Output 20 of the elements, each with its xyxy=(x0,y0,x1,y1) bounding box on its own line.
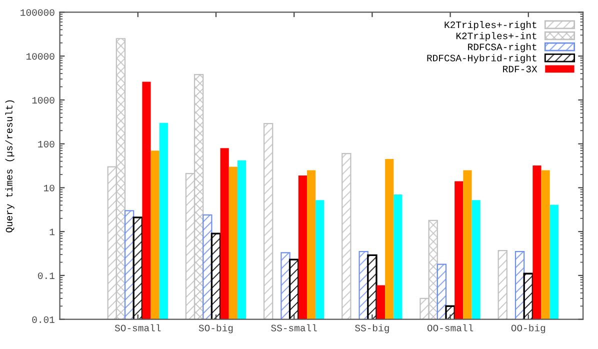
y-tick-label: 10 xyxy=(44,184,54,192)
y-tick-label: 1 xyxy=(50,228,54,236)
x-tick-label: SS-small xyxy=(271,324,317,332)
y-tick-label: 10000 xyxy=(26,53,54,60)
x-tick-label: OO-big xyxy=(511,324,546,334)
legend-label: RDFCSA-right xyxy=(468,43,536,52)
x-tick-label: SO-big xyxy=(198,324,233,334)
legend-label: RDF-3X xyxy=(503,66,538,72)
x-tick-label: SS-big xyxy=(355,324,389,334)
legend-label: K2Triples+-int xyxy=(456,32,536,42)
y-axis-title: Query times (µs/result) xyxy=(5,100,14,232)
legend-label: RDFCSA-Hybrid-right xyxy=(427,54,536,64)
legend-label: K2Triples+-right xyxy=(444,21,536,30)
x-tick-label: OO-small xyxy=(427,324,474,332)
y-tick-label: 0.01 xyxy=(32,316,54,323)
y-tick-label: 100000 xyxy=(20,9,54,16)
x-tick-label: SO-small xyxy=(114,324,161,332)
y-tick-label: 100 xyxy=(38,140,54,148)
y-tick-label: 1000 xyxy=(32,96,54,104)
y-tick-label: 0.1 xyxy=(38,272,54,280)
